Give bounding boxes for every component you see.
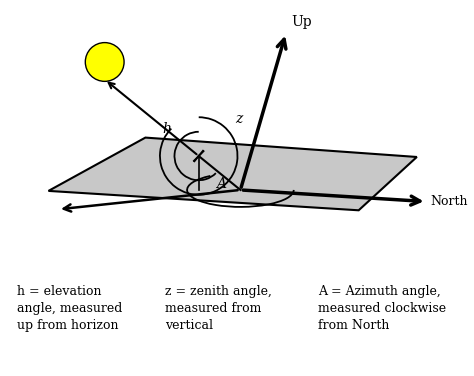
Text: z = zenith angle,
measured from
vertical: z = zenith angle, measured from vertical — [165, 285, 272, 332]
Polygon shape — [48, 138, 417, 210]
Text: Up: Up — [291, 15, 311, 29]
Text: A: A — [216, 177, 226, 191]
Text: z: z — [236, 112, 243, 126]
Text: h: h — [163, 122, 172, 136]
Text: A = Azimuth angle,
measured clockwise
from North: A = Azimuth angle, measured clockwise fr… — [318, 285, 446, 332]
Text: h = elevation
angle, measured
up from horizon: h = elevation angle, measured up from ho… — [18, 285, 123, 332]
Text: North: North — [430, 195, 468, 208]
Circle shape — [85, 42, 124, 81]
